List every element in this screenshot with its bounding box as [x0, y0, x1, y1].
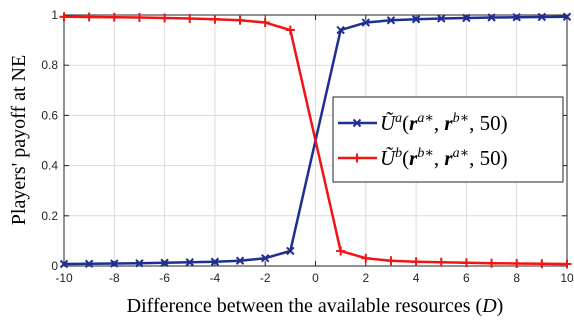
data-point	[361, 18, 371, 27]
data-point	[487, 258, 497, 268]
x-tick-label: 0	[312, 271, 319, 285]
series-b	[59, 12, 572, 269]
data-point	[135, 259, 144, 268]
data-point	[487, 13, 496, 22]
x-tick-label: 4	[413, 271, 420, 285]
y-tick-label: 0.8	[41, 58, 58, 72]
x-tick-label: 6	[463, 271, 470, 285]
data-point	[336, 246, 346, 256]
data-point	[537, 12, 547, 22]
data-point	[562, 12, 572, 21]
data-point	[185, 258, 194, 267]
y-tick-label: 0.2	[41, 209, 58, 223]
legend-box	[332, 96, 564, 183]
legend-label-series-b: Ũb(rb∗, ra∗, 50)	[380, 146, 508, 170]
data-point	[160, 258, 169, 267]
data-point	[210, 257, 220, 266]
series-group	[59, 12, 572, 269]
data-point	[386, 256, 396, 266]
y-tick-label: 0.4	[41, 159, 58, 173]
data-point	[562, 259, 572, 269]
data-point	[436, 257, 446, 267]
data-point	[134, 13, 144, 23]
data-point	[59, 12, 69, 22]
axis-ticks: -10 -8 -6 -4 -2 0 2 4 6 8 10 0 0.2 0.4 0.6 0.8 1	[41, 8, 574, 285]
data-point	[411, 257, 421, 267]
data-point	[235, 15, 245, 25]
data-point	[109, 12, 119, 22]
y-tick-label: 0.6	[41, 108, 58, 122]
data-point	[512, 258, 522, 268]
x-tick-label: 2	[362, 271, 369, 285]
legend-label-series-a: Ũa(ra∗, rb∗, 50)	[380, 111, 508, 135]
data-point	[110, 259, 119, 268]
data-point	[512, 13, 521, 22]
x-tick-label: -8	[109, 271, 120, 285]
y-tick-label: 0	[51, 259, 58, 273]
data-point	[260, 18, 270, 28]
x-tick-label: -10	[55, 271, 73, 285]
legend: Ũa(ra∗, rb∗, 50) Ũb(rb∗, ra∗, 50)	[332, 96, 564, 183]
data-point	[461, 258, 471, 268]
x-tick-label: -6	[159, 271, 170, 285]
legend-swatch-marker	[352, 153, 362, 163]
data-point	[84, 259, 94, 268]
data-point	[537, 259, 547, 269]
x-tick-label: 8	[513, 271, 520, 285]
x-tick-label: 10	[560, 271, 574, 285]
data-point	[185, 14, 195, 24]
x-tick-label: -2	[260, 271, 271, 285]
data-point	[84, 12, 94, 22]
data-point	[462, 13, 471, 23]
data-point	[336, 25, 345, 35]
data-point	[285, 25, 295, 35]
x-tick-label: -4	[210, 271, 221, 285]
data-point	[59, 259, 69, 269]
data-point	[437, 14, 446, 23]
y-tick-label: 1	[51, 8, 58, 22]
data-point	[235, 256, 245, 265]
data-point	[386, 16, 396, 25]
x-axis-label: Difference between the available resourc…	[127, 295, 504, 317]
data-point	[361, 253, 371, 263]
legend-swatch-marker	[352, 118, 362, 128]
y-axis-label: Players' payoff at NE	[8, 55, 30, 225]
data-point	[286, 246, 295, 256]
data-point	[260, 254, 270, 263]
data-point	[411, 15, 421, 24]
data-point	[210, 14, 220, 24]
data-point	[160, 13, 170, 23]
